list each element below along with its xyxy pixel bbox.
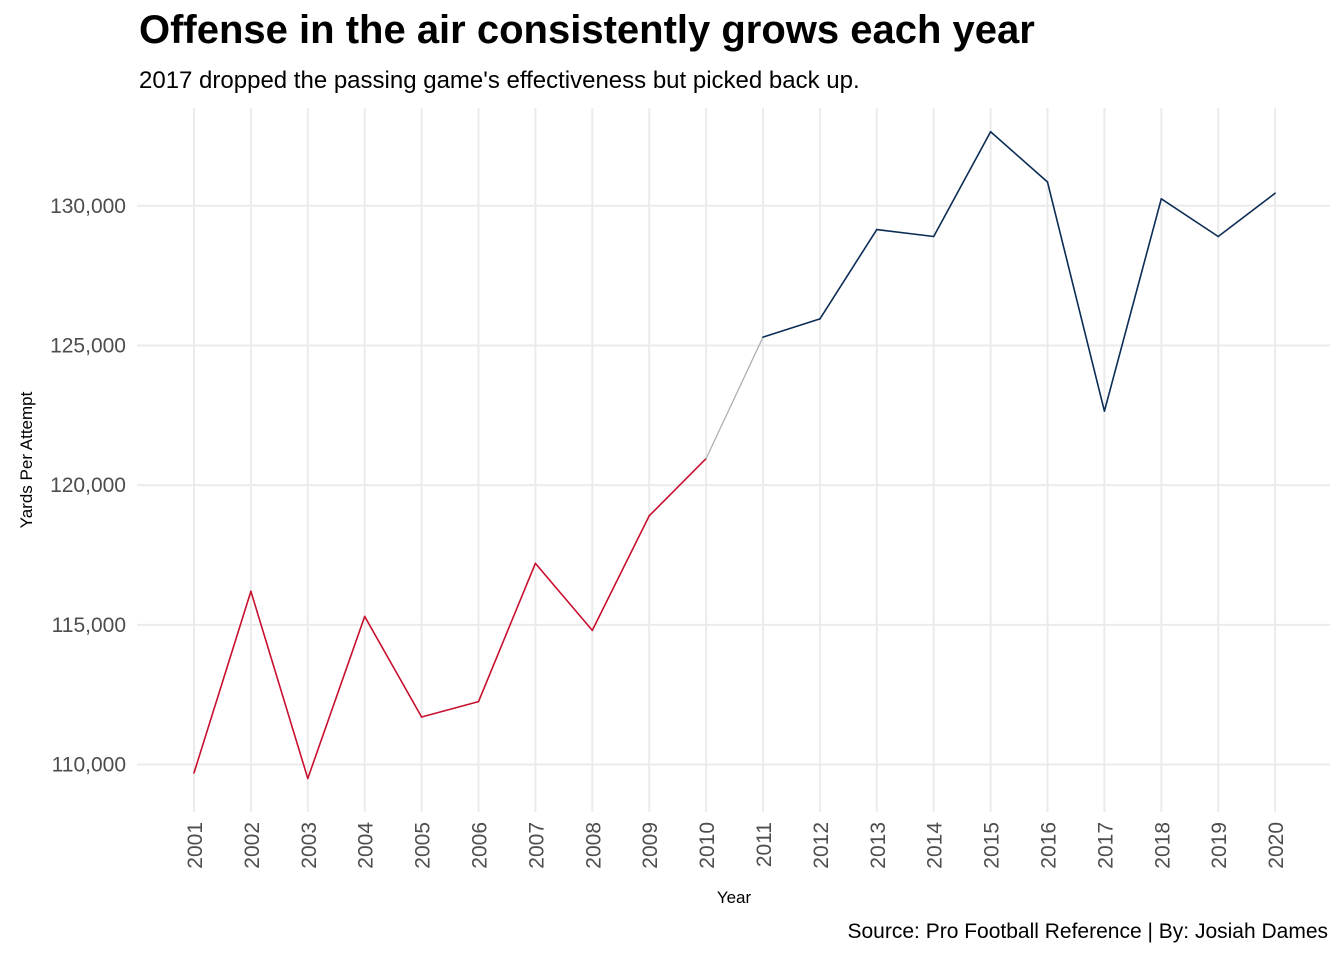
x-tick-label: 2013: [867, 822, 890, 869]
y-tick-label: 115,000: [52, 614, 126, 637]
y-tick-label: 120,000: [50, 474, 126, 497]
x-tick-label: 2018: [1151, 822, 1174, 869]
y-tick-label: 110,000: [52, 754, 126, 777]
series-lines: [193, 130, 1276, 780]
x-axis-ticks: 2001 2002 2003 2004 2005 2006 2007 2008 2009 2010…: [184, 822, 1288, 869]
grid-lines: [137, 108, 1330, 812]
chart-title: Offense in the air consistently grows ea…: [139, 8, 1035, 52]
line-segment-2014-2015: [932, 130, 992, 238]
line-segment-2018-2019: [1160, 197, 1219, 238]
x-tick-label: 2003: [298, 822, 321, 869]
x-tick-label: 2015: [981, 822, 1004, 869]
x-tick-label: 2008: [582, 822, 605, 869]
x-tick-label: 2004: [355, 822, 378, 869]
line-segment-2010-2011: [705, 336, 764, 460]
y-tick-label: 125,000: [50, 334, 126, 357]
line-segment-2009-2010: [648, 457, 707, 517]
y-axis-title: Yards Per Attempt: [17, 391, 36, 528]
x-tick-label: 2009: [639, 822, 662, 869]
line-segment-2012-2013: [819, 228, 878, 320]
line-segment-2003-2004: [306, 615, 366, 780]
line-segment-2015-2016: [989, 130, 1049, 183]
x-tick-label: 2005: [412, 822, 435, 869]
x-tick-label: 2011: [753, 822, 776, 867]
line-segment-2005-2006: [420, 700, 480, 718]
x-tick-label: 2001: [184, 822, 207, 869]
x-tick-label: 2006: [469, 822, 492, 869]
x-tick-label: 2010: [696, 822, 719, 869]
line-segment-2002-2003: [250, 590, 309, 780]
x-tick-label: 2020: [1265, 822, 1288, 869]
line-segment-2016-2017: [1046, 181, 1106, 412]
x-tick-label: 2016: [1038, 822, 1061, 869]
x-tick-label: 2007: [525, 822, 548, 869]
x-tick-label: 2014: [924, 822, 947, 869]
chart-caption: Source: Pro Football Reference | By: Jos…: [847, 920, 1328, 943]
x-tick-label: 2002: [241, 822, 264, 869]
line-segment-2017-2018: [1103, 197, 1163, 412]
line-segment-2004-2005: [363, 615, 423, 718]
line-segment-2008-2009: [591, 515, 651, 632]
chart-subtitle: 2017 dropped the passing game's effectiv…: [139, 67, 860, 94]
line-segment-2013-2014: [875, 228, 935, 238]
x-axis-title: Year: [717, 888, 752, 907]
line-segment-2001-2002: [193, 590, 252, 774]
x-tick-label: 2012: [810, 822, 833, 869]
y-axis-ticks: 110,000 115,000 120,000 125,000 130,000: [50, 195, 126, 777]
line-segment-2006-2007: [477, 562, 537, 703]
line-segment-2011-2012: [762, 318, 821, 338]
x-tick-label: 2017: [1094, 822, 1117, 869]
line-segment-2007-2008: [534, 562, 594, 632]
y-tick-label: 130,000: [50, 195, 126, 218]
x-tick-label: 2019: [1208, 822, 1231, 869]
line-segment-2019-2020: [1217, 192, 1276, 238]
